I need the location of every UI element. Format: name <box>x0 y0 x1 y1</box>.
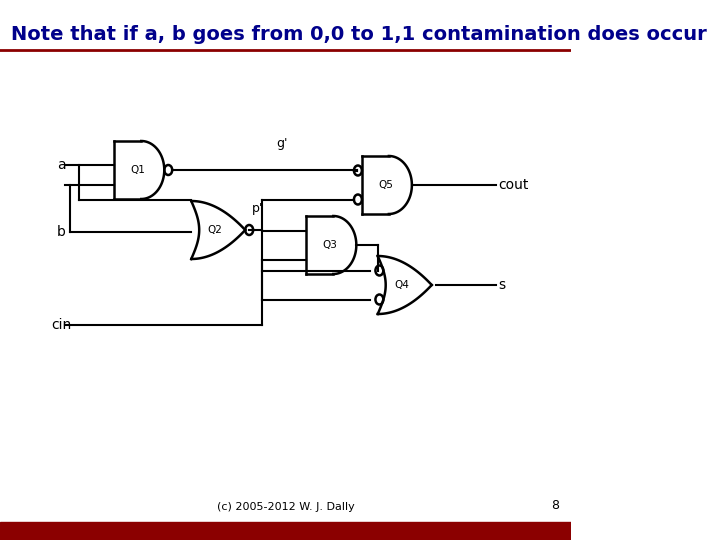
Text: s: s <box>498 278 505 292</box>
Text: Note that if a, b goes from 0,0 to 1,1 contamination does occur: Note that if a, b goes from 0,0 to 1,1 c… <box>11 25 707 44</box>
Text: 8: 8 <box>552 499 559 512</box>
Text: a: a <box>57 158 66 172</box>
Text: Q4: Q4 <box>394 280 409 290</box>
Text: Q1: Q1 <box>130 165 145 175</box>
Text: (c) 2005-2012 W. J. Dally: (c) 2005-2012 W. J. Dally <box>217 502 354 512</box>
Text: g': g' <box>276 137 287 150</box>
Text: p': p' <box>253 202 264 215</box>
Bar <box>0 522 572 540</box>
Text: Q2: Q2 <box>207 225 222 235</box>
Text: Q5: Q5 <box>378 180 393 190</box>
Text: cin: cin <box>52 318 72 332</box>
Text: cout: cout <box>498 178 528 192</box>
Text: Q3: Q3 <box>323 240 338 250</box>
Text: b: b <box>57 225 66 239</box>
